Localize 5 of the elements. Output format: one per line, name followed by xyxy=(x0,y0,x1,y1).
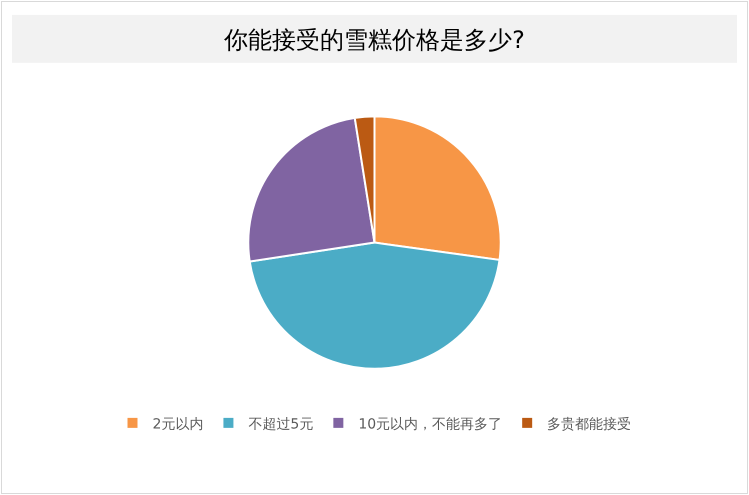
legend-label: 10元以内，不能再多了 xyxy=(358,416,502,432)
legend-label: 多贵都能接受 xyxy=(547,416,632,432)
legend-label: 不超过5元 xyxy=(248,416,314,432)
legend-label: 2元以内 xyxy=(152,416,204,432)
chart-title: 你能接受的雪糕价格是多少? xyxy=(223,26,525,54)
